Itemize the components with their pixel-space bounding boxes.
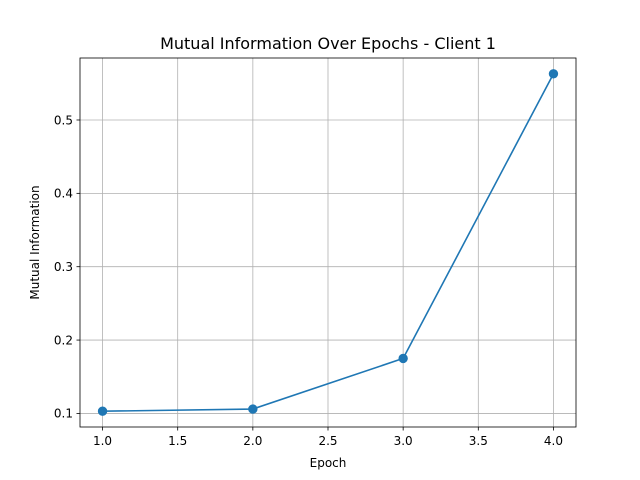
x-tick-label: 2.5: [318, 434, 337, 448]
series-line: [101, 72, 555, 413]
x-tick-label: 4.0: [544, 434, 563, 448]
data-point: [398, 353, 408, 364]
grid-layer: [80, 58, 576, 427]
data-point: [548, 69, 559, 79]
y-tick-label: 0.4: [54, 187, 73, 201]
x-axis-label: Epoch: [310, 456, 347, 470]
chart-title: Mutual Information Over Epochs - Client …: [160, 34, 496, 53]
x-tick-label: 3.5: [469, 434, 488, 448]
y-tick-label: 0.3: [54, 260, 73, 274]
y-tick-label: 0.1: [54, 407, 73, 421]
data-point: [248, 404, 258, 414]
tick-layer: 1.0 1.5 2.0 2.5 3.0 3.5 4.0 0.1 0.2 0.3 0.4 0.5: [54, 113, 563, 448]
y-tick-label: 0.2: [54, 333, 73, 347]
series-layer: [97, 69, 559, 416]
y-axis-label: Mutual Information: [28, 185, 42, 299]
data-point: [97, 406, 108, 416]
x-tick-label: 1.0: [93, 434, 112, 448]
x-tick-label: 2.0: [243, 434, 262, 448]
x-tick-label: 3.0: [394, 434, 413, 448]
x-tick-label: 1.5: [168, 434, 187, 448]
y-tick-label: 0.5: [54, 113, 73, 127]
